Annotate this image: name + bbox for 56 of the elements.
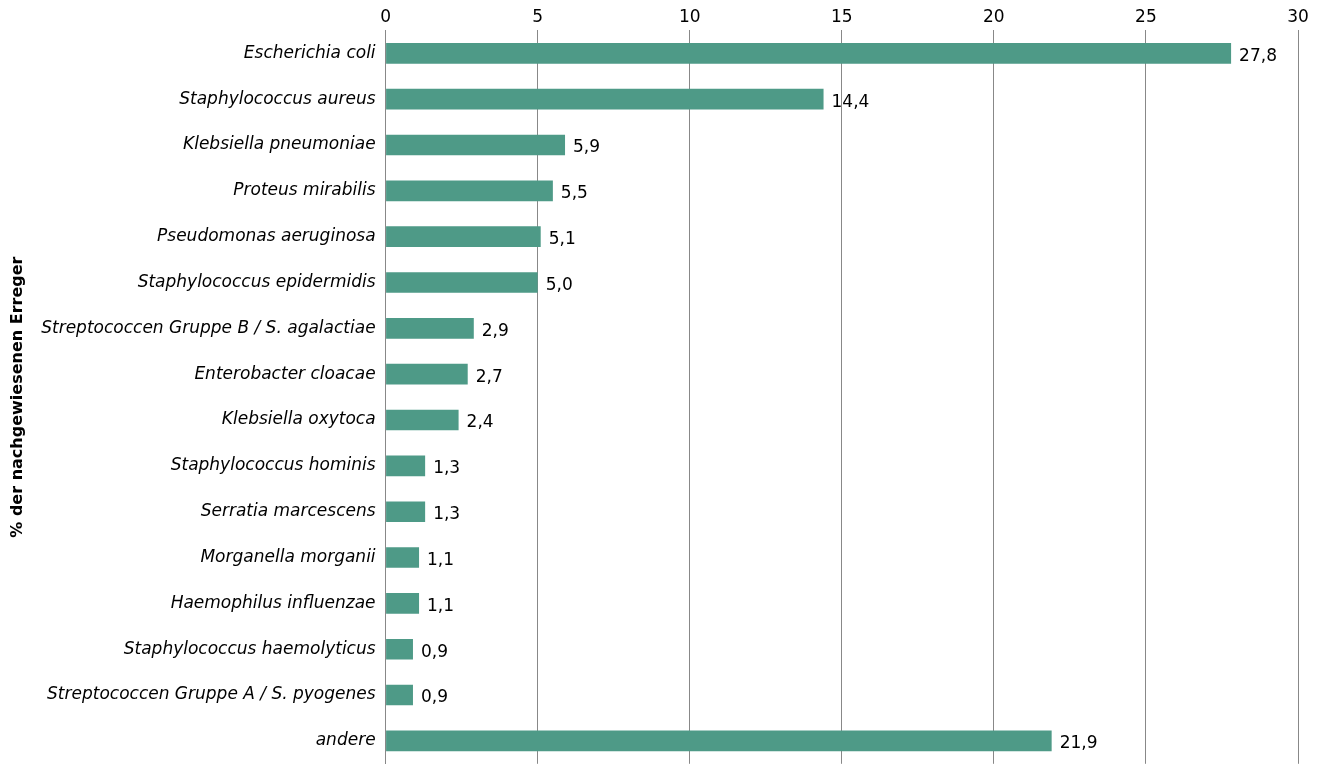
data-label: 14,4 bbox=[831, 90, 870, 111]
bar bbox=[386, 455, 426, 477]
y-tick-label: Streptococcen Gruppe A / S. pyogenes bbox=[47, 683, 376, 704]
bar bbox=[386, 272, 538, 293]
data-label: 2,4 bbox=[466, 411, 494, 432]
data-label: 1,1 bbox=[427, 548, 455, 569]
data-label: 5,0 bbox=[545, 273, 573, 294]
y-tick-label: Streptococcen Gruppe B / S. agalactiae bbox=[41, 316, 376, 337]
x-tick-label: 30 bbox=[1287, 5, 1309, 26]
data-label: 5,5 bbox=[560, 182, 588, 203]
y-tick-label: Proteus mirabilis bbox=[233, 179, 376, 200]
bar bbox=[386, 593, 420, 614]
x-tick-label: 10 bbox=[678, 5, 701, 26]
data-label: 1,1 bbox=[427, 594, 455, 615]
bar bbox=[386, 684, 413, 706]
y-tick-label: Klebsiella oxytoca bbox=[221, 408, 376, 429]
y-tick-label: Staphylococcus epidermidis bbox=[137, 270, 376, 291]
data-label: 1,3 bbox=[433, 503, 461, 524]
bar bbox=[386, 134, 566, 156]
bar bbox=[386, 43, 1232, 64]
y-tick-label: andere bbox=[315, 729, 376, 750]
data-label: 21,9 bbox=[1059, 732, 1098, 753]
x-tick-label: 25 bbox=[1135, 5, 1157, 26]
bar bbox=[386, 88, 824, 110]
y-tick-label: Escherichia coli bbox=[243, 41, 376, 62]
y-axis-title: % der nachgewiesenen Erreger bbox=[6, 256, 26, 538]
data-label: 1,3 bbox=[433, 457, 461, 478]
data-label: 2,7 bbox=[475, 365, 503, 386]
bar bbox=[386, 318, 474, 339]
y-tick-label: Morganella morganii bbox=[200, 545, 376, 566]
data-label: 27,8 bbox=[1239, 44, 1277, 65]
bar bbox=[386, 363, 468, 385]
y-tick-label: Haemophilus influenzae bbox=[170, 591, 376, 612]
bar bbox=[386, 409, 459, 431]
bar bbox=[386, 226, 541, 247]
bar bbox=[386, 730, 1052, 752]
y-tick-label: Staphylococcus hominis bbox=[170, 454, 376, 475]
bar bbox=[386, 547, 420, 568]
y-tick-label: Staphylococcus haemolyticus bbox=[123, 637, 376, 658]
data-label: 2,9 bbox=[481, 319, 509, 340]
x-tick-label: 15 bbox=[830, 5, 853, 26]
data-label: 0,9 bbox=[420, 640, 449, 661]
data-label: 5,9 bbox=[573, 136, 601, 157]
bar bbox=[386, 180, 553, 202]
y-tick-label: Serratia marcescens bbox=[200, 500, 376, 521]
x-tick-label: 5 bbox=[532, 5, 544, 26]
y-tick-label: Staphylococcus aureus bbox=[179, 87, 376, 108]
x-tick-label: 20 bbox=[983, 5, 1005, 26]
data-label: 5,1 bbox=[548, 228, 576, 249]
bar bbox=[386, 501, 426, 523]
y-tick-label: Enterobacter cloacae bbox=[194, 362, 376, 383]
x-tick-label: 0 bbox=[380, 5, 392, 26]
data-label: 0,9 bbox=[420, 686, 449, 707]
y-tick-label: Klebsiella pneumoniae bbox=[183, 133, 376, 154]
bar bbox=[386, 638, 413, 660]
y-tick-label: Pseudomonas aeruginosa bbox=[157, 225, 376, 246]
